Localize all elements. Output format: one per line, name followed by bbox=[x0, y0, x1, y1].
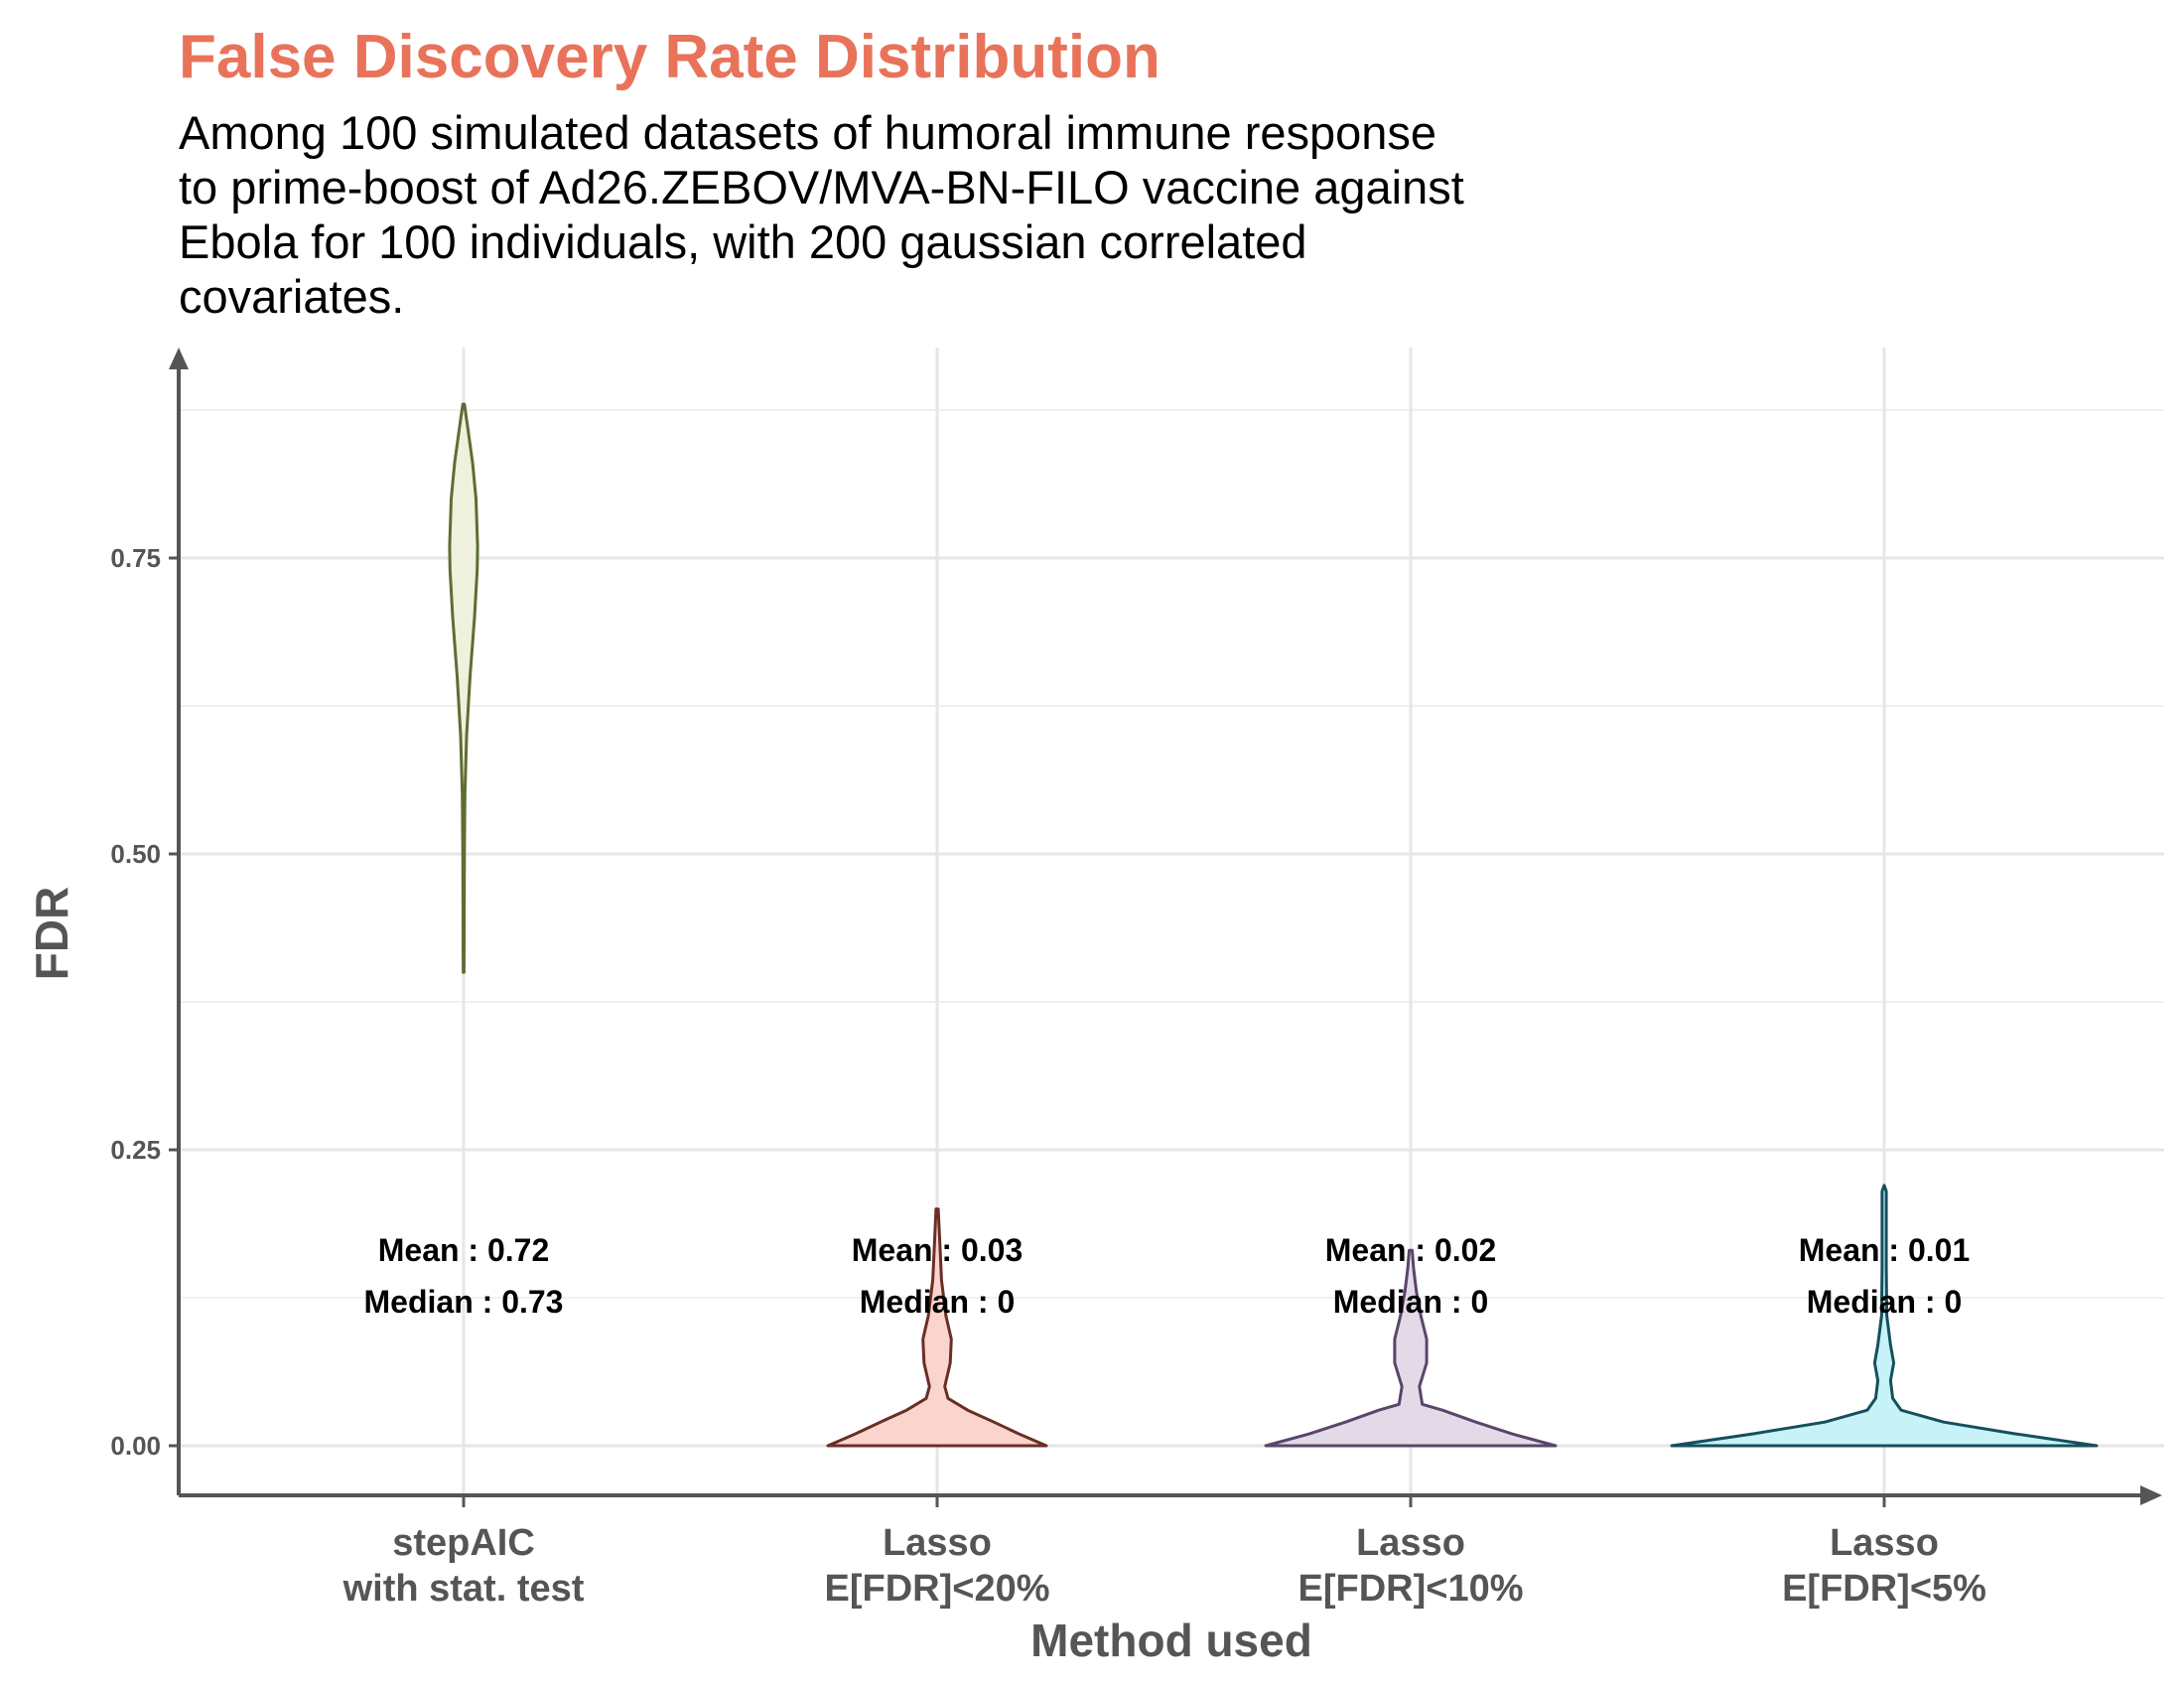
mean-annotation: Mean : 0.01 bbox=[1799, 1232, 1971, 1268]
y-tick-label: 0.50 bbox=[110, 839, 161, 869]
axes bbox=[169, 348, 2162, 1505]
median-annotation: Median : 0.73 bbox=[364, 1284, 564, 1320]
violin-1 bbox=[448, 402, 479, 974]
x-tick-label-line1: Lasso bbox=[1830, 1522, 1939, 1564]
median-annotation: Median : 0 bbox=[1807, 1284, 1962, 1320]
median-annotation: Median : 0 bbox=[1333, 1284, 1488, 1320]
x-tick-label-line2: E[FDR]<10% bbox=[1298, 1568, 1524, 1610]
subtitle-line: covariates. bbox=[179, 270, 405, 323]
mean-annotation: Mean : 0.72 bbox=[378, 1232, 550, 1268]
y-tick-label: 0.75 bbox=[110, 543, 161, 573]
violin-4 bbox=[1670, 1184, 2099, 1448]
mean-annotation: Mean : 0.02 bbox=[1325, 1232, 1497, 1268]
mean-annotation: Mean : 0.03 bbox=[852, 1232, 1024, 1268]
x-tick-label-line1: Lasso bbox=[883, 1522, 992, 1564]
annotations: Mean : 0.72 Median : 0.73 Mean : 0.03 Media… bbox=[364, 1232, 1971, 1320]
x-tick-label-line1: stepAIC bbox=[392, 1522, 535, 1564]
chart-subtitle: Among 100 simulated datasets of humoral … bbox=[179, 105, 1668, 324]
y-tick-label: 0.00 bbox=[110, 1431, 161, 1461]
x-tick-label-line2: with stat. test bbox=[342, 1568, 585, 1610]
y-tick-label: 0.25 bbox=[110, 1135, 161, 1165]
x-tick-label-line1: Lasso bbox=[1356, 1522, 1465, 1564]
subtitle-line: to prime-boost of Ad26.ZEBOV/MVA-BN-FILO… bbox=[179, 161, 1464, 213]
x-axis-arrow-icon bbox=[2140, 1485, 2162, 1505]
y-axis-arrow-icon bbox=[169, 348, 189, 369]
grid-lines bbox=[179, 348, 2164, 1495]
subtitle-line: Ebola for 100 individuals, with 200 gaus… bbox=[179, 215, 1307, 268]
violin-3 bbox=[1264, 1248, 1558, 1448]
x-tick-label-line2: E[FDR]<5% bbox=[1782, 1568, 1986, 1610]
x-tick-label-line2: E[FDR]<20% bbox=[825, 1568, 1050, 1610]
chart-title: False Discovery Rate Distribution bbox=[179, 23, 1160, 91]
subtitle-line: Among 100 simulated datasets of humoral … bbox=[179, 106, 1437, 159]
violin-2 bbox=[826, 1207, 1048, 1448]
y-axis-title: FDR bbox=[26, 887, 77, 981]
median-annotation: Median : 0 bbox=[860, 1284, 1015, 1320]
x-axis-title: Method used bbox=[1030, 1615, 1312, 1666]
y-ticks: 0.00 0.25 0.50 0.75 bbox=[110, 543, 179, 1461]
violins bbox=[448, 402, 2099, 1448]
